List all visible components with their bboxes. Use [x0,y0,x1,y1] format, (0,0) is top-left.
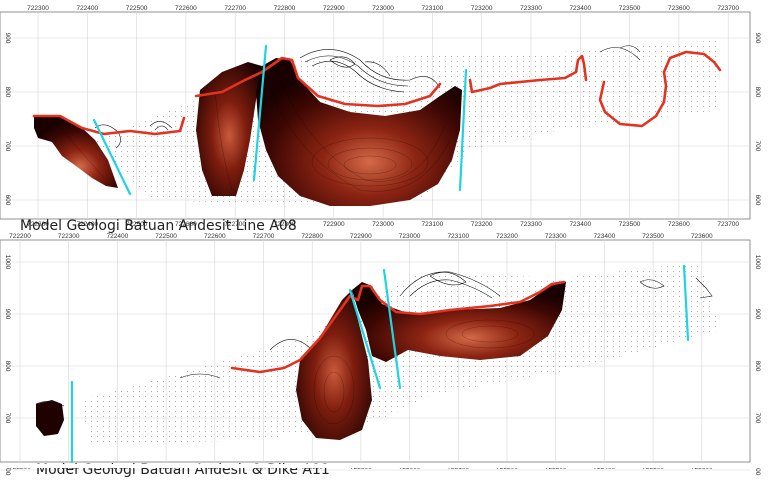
andesite-body-top-west [196,62,262,196]
y-tick-label: 900 [754,309,761,320]
fault-line [458,68,468,192]
x-tick-label: 723700 [717,221,739,228]
x-tick-label: 723600 [668,5,690,12]
x-tick-label: 722800 [274,5,296,12]
y-tick-label: 700 [754,413,761,424]
x-tick-label: 722500 [126,5,148,12]
x-tick-label: 722400 [107,233,129,240]
x-tick-label: 722300 [58,233,80,240]
panel-title: Model Geologi Batuan Andesit Line A08 [20,218,297,234]
y-tick-label: 700 [4,141,11,152]
y-ticks-bottom: 1000 1000 900 900 800 800 700 700 600 600 [4,255,761,476]
y-tick-label: 700 [754,141,761,152]
y-tick-label: 900 [4,33,11,44]
x-tick-label: 723400 [569,221,591,228]
x-tick-label: 723500 [619,221,641,228]
section-panel-bottom: 7222007222007223007223007224007224007225… [0,233,761,476]
red-boundary-top [32,50,722,136]
y-tick-label: 600 [754,195,761,206]
x-tick-label: 723300 [520,221,542,228]
x-tick-label: 723500 [619,5,641,12]
fault-line [348,288,382,390]
faults-top [92,44,468,196]
x-tick-label: 723000 [372,5,394,12]
x-tick-label: 722500 [155,233,177,240]
x-tick-label: 723100 [447,233,469,240]
andesite-body-top-main [256,58,462,206]
x-tick-label: 723100 [422,221,444,228]
x-tick-label: 722300 [27,5,49,12]
y-tick-label: 1000 [754,255,761,270]
x-tick-label: 723400 [569,5,591,12]
x-tick-label: 723100 [422,5,444,12]
x-tick-label: 723000 [399,233,421,240]
y-tick-label: 800 [4,87,11,98]
y-tick-label: 900 [754,33,761,44]
y-tick-label: 800 [4,361,11,372]
fault-line [92,118,132,196]
faults-bottom [70,264,690,464]
x-tick-label: 722400 [76,221,98,228]
y-tick-label: 800 [754,361,761,372]
x-tick-label: 722800 [301,233,323,240]
x-tick-label: 722800 [274,221,296,228]
x-tick-label: 723500 [642,233,664,240]
contours-bottom-black [35,271,713,407]
andesite-body-bottom-main [352,282,566,362]
y-tick-label: 600 [754,465,761,476]
y-tick-label: 900 [4,309,11,320]
x-tick-label: 723600 [668,221,690,228]
contours-top-black [94,45,641,149]
x-tick-label: 722300 [27,221,49,228]
x-tick-label: 722400 [76,5,98,12]
x-tick-label: 722600 [175,5,197,12]
x-tick-label: 723200 [471,221,493,228]
red-boundary-bottom [230,280,566,374]
x-tick-label: 723300 [520,5,542,12]
x-tick-label: 723700 [717,5,739,12]
x-tick-label: 722600 [175,221,197,228]
y-ticks-top: 900 900 800 800 700 700 600 600 [4,33,761,206]
andesite-body-top-left [34,116,118,188]
y-tick-label: 600 [4,195,11,206]
contours-top-main [59,79,451,192]
fault-line [682,264,690,342]
y-tick-label: 700 [4,413,11,424]
x-tick-label: 722900 [323,221,345,228]
y-tick-label: 600 [4,465,11,476]
x-tick-label: 722900 [323,5,345,12]
fault-line [252,44,268,182]
x-tick-label: 723200 [471,5,493,12]
x-tick-label: 722500 [126,221,148,228]
fault-line [382,268,402,390]
x-tick-label: 723600 [691,233,713,240]
x-tick-label: 723200 [496,233,518,240]
x-ticks-top: 722300 722300 722400 722400 722500 722500 7226… [27,5,739,228]
x-tick-label: 723000 [372,221,394,228]
x-tick-label: 722600 [204,233,226,240]
x-tick-label: 722700 [224,221,246,228]
section-panel-top: 722300 722300 722400 722400 722500 722500 7226… [0,5,761,228]
contours-bottom-main [313,319,535,425]
x-tick-label: 723400 [594,233,616,240]
andesite-body-bottom-west [296,290,372,440]
x-tick-label: 723300 [545,233,567,240]
y-tick-label: 1000 [4,255,11,270]
andesite-body-bottom-left [36,400,64,436]
bottom-label-wrap: Model Geologi Batuan Andesit & Dike A11 [0,462,768,478]
x-tick-label: 722200 [9,233,31,240]
x-tick-label: 722700 [253,233,275,240]
x-tick-label: 722700 [224,5,246,12]
y-tick-label: 800 [754,87,761,98]
x-tick-label: 722900 [350,233,372,240]
